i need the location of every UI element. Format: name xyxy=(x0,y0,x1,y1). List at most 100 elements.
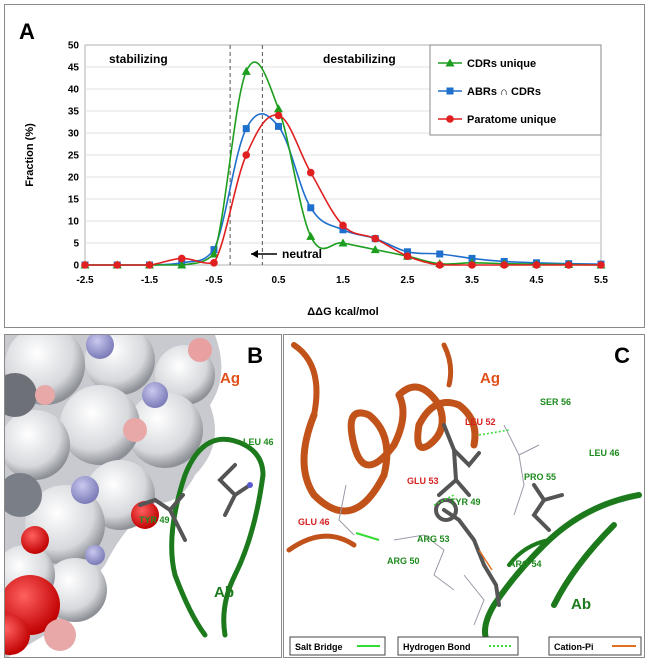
thin-residues xyxy=(338,424,540,626)
residue-glu53: GLU 53 xyxy=(407,476,439,486)
antibody-label: Ab xyxy=(214,584,234,601)
data-point-paratome-unique xyxy=(81,261,89,269)
legend-label-paratome-unique: Paratome unique xyxy=(467,114,556,126)
data-point-paratome-unique xyxy=(435,261,444,269)
antibody-ribbon xyxy=(169,436,266,638)
data-point-cdrs-unique xyxy=(274,104,283,113)
antibody-ribbon-c xyxy=(482,492,642,648)
y-tick-label: 50 xyxy=(68,41,80,52)
legend-salt-bridge: Salt Bridge xyxy=(289,636,386,656)
y-tick-label: 5 xyxy=(73,239,79,250)
data-point-paratome-unique xyxy=(210,259,218,267)
antibody-label-c: Ab xyxy=(571,596,591,613)
data-point-cdrs-unique xyxy=(370,245,380,254)
legend-salt-bridge-label: Salt Bridge xyxy=(295,642,343,652)
data-point-paratome-unique xyxy=(339,221,347,230)
region-stabilizing: stabilizing xyxy=(109,52,168,66)
antigen-label: Ag xyxy=(220,370,240,387)
hbond-line xyxy=(478,429,510,436)
data-point-paratome-unique xyxy=(564,261,573,269)
y-tick-label: 45 xyxy=(68,63,80,74)
x-tick-label: 1.5 xyxy=(336,275,350,286)
data-point-abrs-cdrs xyxy=(436,250,444,258)
residue-glu46: GLU 46 xyxy=(298,517,330,527)
panel-a: A 0 5 10 15 20 25 30 35 40 45 50 -2.5 -1.5 -0.5 0.5 1.… xyxy=(4,4,645,328)
data-point-cdrs-unique xyxy=(209,249,219,258)
data-point-cdrs-unique xyxy=(306,231,316,240)
antigen-ribbon xyxy=(286,342,479,553)
antigen-label-c: Ag xyxy=(480,370,500,387)
residue-pro55: PRO 55 xyxy=(524,472,556,482)
residue-ser56: SER 56 xyxy=(540,397,571,407)
salt-bridge-line xyxy=(355,532,380,541)
legend-cation-pi-label: Cation-Pi xyxy=(554,642,594,652)
residue-sticks-c xyxy=(434,423,564,607)
legend: CDRs unique ABRs ∩ CDRs Paratome unique xyxy=(429,44,602,136)
data-point-paratome-unique xyxy=(242,151,251,159)
data-point-cdrs-unique xyxy=(241,66,251,75)
interaction-illustration: C Ag Ab LEU 52 GLU 53 GLU 46 SER 56 LEU … xyxy=(286,342,642,648)
data-point-paratome-unique xyxy=(274,111,283,120)
cation-pi-line xyxy=(478,549,493,571)
x-tick-label: -1.5 xyxy=(141,275,159,286)
x-axis-label: ΔΔG kcal/mol xyxy=(307,306,378,318)
residue-arg53: ARG 53 xyxy=(417,534,450,544)
y-tick-labels: 0 5 10 15 20 25 30 35 40 45 50 xyxy=(68,41,80,272)
neutral-lines xyxy=(229,45,263,265)
residue-tyr49-c: TYR 49 xyxy=(450,497,481,507)
panel-a-label: A xyxy=(19,19,35,44)
x-tick-label: 3.5 xyxy=(465,275,479,286)
antigen-surface xyxy=(5,335,222,657)
legend-cation-pi: Cation-Pi xyxy=(548,636,642,656)
data-point-paratome-unique xyxy=(306,168,315,177)
data-point-abrs-cdrs xyxy=(307,204,315,212)
atom-n xyxy=(247,482,253,488)
data-point-abrs-cdrs xyxy=(242,125,250,133)
y-tick-label: 30 xyxy=(68,129,80,140)
panel-b: B Ag Ab LEU 46 TYR 49 xyxy=(4,334,282,658)
series-line-paratome-unique xyxy=(85,114,601,266)
y-tick-label: 40 xyxy=(68,85,80,96)
data-point-paratome-unique xyxy=(113,261,122,269)
neutral-annotation: neutral xyxy=(251,247,322,261)
y-tick-label: 20 xyxy=(68,173,80,184)
residue-sticks xyxy=(138,463,252,542)
legend-label-cdrs-unique: CDRs unique xyxy=(467,58,536,70)
y-tick-label: 10 xyxy=(68,217,80,228)
surface-illustration: B Ag Ab LEU 46 TYR 49 xyxy=(5,335,274,657)
y-axis-label: Fraction (%) xyxy=(24,123,36,187)
x-tick-label: 5.5 xyxy=(594,275,608,286)
residue-arg50: ARG 50 xyxy=(387,556,420,566)
ddg-line-chart: A 0 5 10 15 20 25 30 35 40 45 50 -2.5 -1.5 -0.5 0.5 1.… xyxy=(19,19,608,318)
panel-c-label: C xyxy=(614,343,630,368)
data-point-paratome-unique xyxy=(532,261,541,269)
legend-hydrogen-bond: Hydrogen Bond xyxy=(397,636,519,656)
x-tick-label: 0.5 xyxy=(272,275,286,286)
legend-marker-abrs-cdrs xyxy=(446,87,454,95)
y-tick-label: 35 xyxy=(68,107,80,118)
x-tick-labels: -2.5 -1.5 -0.5 0.5 1.5 2.5 3.5 4.5 5.5 xyxy=(76,275,608,286)
data-point-abrs-cdrs xyxy=(339,226,347,234)
y-tick-label: 0 xyxy=(73,261,79,272)
x-tick-label: -0.5 xyxy=(205,275,223,286)
region-destabilizing: destabilizing xyxy=(323,52,396,66)
data-point-abrs-cdrs xyxy=(275,122,282,130)
data-point-paratome-unique xyxy=(597,261,605,269)
residue-leu52: LEU 52 xyxy=(465,417,496,427)
series-line-abrs-cdrs xyxy=(85,113,602,266)
data-point-paratome-unique xyxy=(371,234,380,243)
panel-b-label: B xyxy=(247,343,263,368)
data-point-cdrs-unique xyxy=(338,238,348,247)
legend-hbond-label: Hydrogen Bond xyxy=(403,642,471,652)
x-tick-label: -2.5 xyxy=(76,275,94,286)
data-point-paratome-unique xyxy=(468,261,476,269)
x-tick-label: 2.5 xyxy=(401,275,415,286)
y-tick-label: 25 xyxy=(68,151,80,162)
data-point-cdrs-unique xyxy=(177,260,187,269)
x-tick-label: 4.5 xyxy=(530,275,544,286)
data-point-paratome-unique xyxy=(177,254,186,263)
data-point-paratome-unique xyxy=(500,261,509,269)
legend-label-abrs-cdrs: ABRs ∩ CDRs xyxy=(467,86,541,98)
residue-tyr49: TYR 49 xyxy=(139,515,170,525)
